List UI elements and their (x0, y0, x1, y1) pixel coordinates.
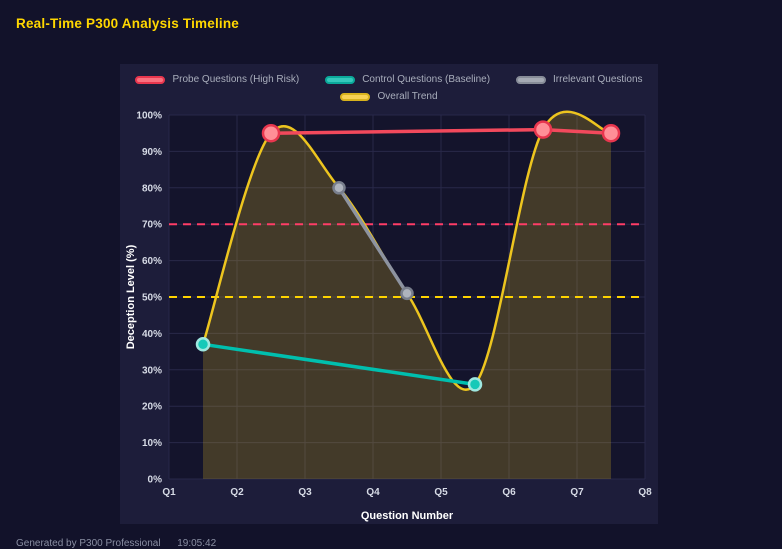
y-tick-label: 100% (136, 111, 162, 122)
series-line-irrelevant-questions (337, 186, 409, 296)
legend-swatch (135, 75, 166, 84)
y-tick-label: 70% (142, 220, 162, 231)
legend-swatch (340, 92, 371, 101)
y-tick-label: 30% (142, 365, 162, 376)
data-point-control-questions-baseline[interactable] (195, 337, 211, 352)
y-tick-label: 90% (142, 147, 162, 158)
x-tick-label: Q8 (638, 487, 652, 498)
y-tick-label: 10% (142, 438, 162, 449)
legend-swatch (516, 75, 547, 84)
legend-label: Irrelevant Questions (553, 74, 643, 85)
y-tick-label: 60% (142, 256, 162, 267)
legend-label: Overall Trend (377, 91, 438, 102)
timeline-chart[interactable]: 0% 10% 20% 30% 40% 50% 60% 70% 80% 90% 100% Q1 Q2 Q3 Q… (121, 107, 657, 525)
x-tick-label: Q1 (162, 487, 176, 498)
footer-text: Generated by P300 Professional 19:05:42 (16, 538, 217, 549)
legend-label: Control Questions (Baseline) (362, 74, 491, 85)
y-tick-label: 0% (148, 475, 163, 486)
data-point-irrelevant-questions[interactable] (332, 181, 346, 195)
page-title: Real-Time P300 Analysis Timeline (16, 16, 240, 31)
legend-row-1: Probe Questions (High Risk) Control Quest… (120, 71, 658, 88)
y-axis-label: Deception Level (%) (125, 244, 137, 349)
data-point-probe-questions-high-risk[interactable] (261, 123, 281, 143)
x-tick-label: Q2 (230, 487, 244, 498)
legend-item-control-questions-baseline[interactable]: Control Questions (Baseline) (325, 74, 490, 85)
data-point-probe-questions-high-risk[interactable] (601, 123, 621, 143)
data-point-irrelevant-questions[interactable] (400, 286, 414, 301)
x-axis-label: Question Number (361, 510, 454, 522)
x-tick-label: Q7 (570, 487, 584, 498)
y-tick-label: 50% (142, 293, 162, 304)
x-tick-label: Q6 (502, 487, 516, 498)
series-line-control-questions-baseline (201, 342, 477, 387)
legend-label: Probe Questions (High Risk) (172, 74, 300, 85)
x-tick-label: Q3 (298, 487, 312, 498)
data-point-probe-questions-high-risk[interactable] (533, 120, 553, 139)
y-tick-label: 80% (142, 183, 162, 194)
legend-swatch (325, 75, 356, 84)
legend-item-overall-trend[interactable]: Overall Trend (340, 91, 438, 102)
y-tick-label: 40% (142, 329, 162, 340)
y-tick-label: 20% (142, 402, 162, 413)
chart-panel: Probe Questions (High Risk) Control Quest… (120, 64, 658, 524)
x-tick-label: Q5 (434, 487, 448, 498)
legend-item-irrelevant-questions[interactable]: Irrelevant Questions (516, 74, 643, 85)
chart-legend: Probe Questions (High Risk) Control Quest… (120, 64, 658, 105)
x-tick-label: Q4 (366, 487, 380, 498)
legend-item-probe-questions-high-risk[interactable]: Probe Questions (High Risk) (135, 74, 299, 85)
legend-row-2: Overall Trend (120, 88, 658, 105)
data-point-control-questions-baseline[interactable] (467, 377, 483, 392)
